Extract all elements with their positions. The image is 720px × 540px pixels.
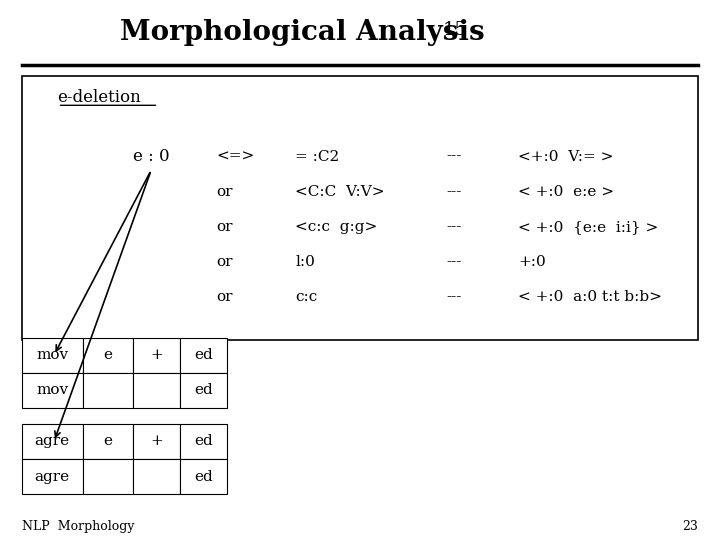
Text: or: or (216, 185, 233, 199)
Text: +: + (150, 435, 163, 448)
FancyBboxPatch shape (22, 373, 83, 408)
Text: <=>: <=> (216, 150, 254, 164)
Text: 15: 15 (443, 21, 467, 39)
Text: <+:0  V:= >: <+:0 V:= > (518, 150, 613, 164)
FancyBboxPatch shape (180, 459, 227, 494)
Text: or: or (216, 255, 233, 269)
FancyBboxPatch shape (133, 373, 180, 408)
Text: < +:0  e:e >: < +:0 e:e > (518, 185, 614, 199)
FancyBboxPatch shape (22, 338, 83, 373)
Text: <c:c  g:g>: <c:c g:g> (295, 220, 377, 234)
Text: agre: agre (35, 470, 70, 483)
FancyBboxPatch shape (83, 459, 133, 494)
Text: ed: ed (194, 470, 213, 483)
FancyBboxPatch shape (22, 424, 83, 459)
Text: ---: --- (446, 220, 462, 234)
Text: +: + (150, 348, 163, 362)
Text: ---: --- (446, 185, 462, 199)
Text: mov: mov (36, 348, 68, 362)
FancyBboxPatch shape (133, 338, 180, 373)
Text: ed: ed (194, 383, 213, 397)
Text: or: or (216, 220, 233, 234)
Text: e: e (104, 435, 112, 448)
Text: < +:0  {e:e  i:i} >: < +:0 {e:e i:i} > (518, 220, 659, 234)
FancyBboxPatch shape (22, 76, 698, 340)
Text: < +:0  a:0 t:t b:b>: < +:0 a:0 t:t b:b> (518, 290, 662, 304)
Text: ed: ed (194, 348, 213, 362)
Text: e-deletion: e-deletion (58, 89, 141, 106)
Text: NLP  Morphology: NLP Morphology (22, 520, 134, 533)
FancyBboxPatch shape (22, 459, 83, 494)
Text: mov: mov (36, 383, 68, 397)
Text: ---: --- (446, 255, 462, 269)
Text: e: e (104, 348, 112, 362)
Text: Morphological Analysis: Morphological Analysis (120, 19, 485, 46)
FancyBboxPatch shape (133, 459, 180, 494)
Text: or: or (216, 290, 233, 304)
Text: e : 0: e : 0 (133, 148, 169, 165)
FancyBboxPatch shape (83, 338, 133, 373)
FancyBboxPatch shape (180, 424, 227, 459)
Text: ---: --- (446, 150, 462, 164)
FancyBboxPatch shape (133, 424, 180, 459)
FancyBboxPatch shape (180, 338, 227, 373)
FancyBboxPatch shape (83, 424, 133, 459)
Text: c:c: c:c (295, 290, 318, 304)
Text: l:0: l:0 (295, 255, 315, 269)
Text: 23: 23 (683, 520, 698, 533)
Text: agre: agre (35, 435, 70, 448)
Text: = :C2: = :C2 (295, 150, 339, 164)
Text: <C:C  V:V>: <C:C V:V> (295, 185, 384, 199)
Text: ed: ed (194, 435, 213, 448)
Text: ---: --- (446, 290, 462, 304)
FancyBboxPatch shape (83, 373, 133, 408)
Text: +:0: +:0 (518, 255, 546, 269)
FancyBboxPatch shape (180, 373, 227, 408)
